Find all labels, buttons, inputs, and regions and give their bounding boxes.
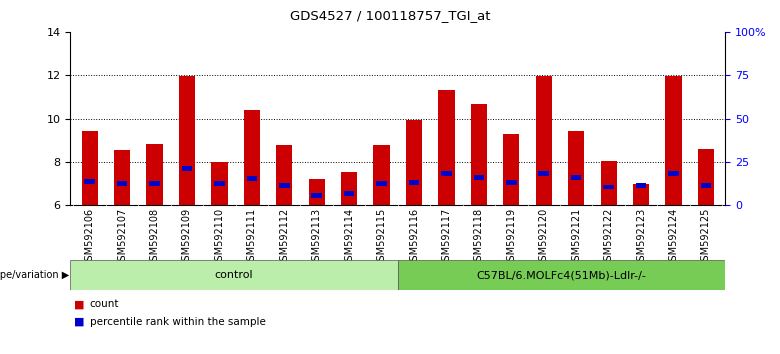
Text: GSM592114: GSM592114	[344, 208, 354, 267]
Bar	[279, 183, 289, 188]
Text: GSM592112: GSM592112	[279, 208, 289, 267]
Text: genotype/variation ▶: genotype/variation ▶	[0, 270, 69, 280]
Text: GSM592119: GSM592119	[506, 208, 516, 267]
Bar	[700, 183, 711, 188]
Text: GSM592117: GSM592117	[441, 208, 452, 267]
Bar	[538, 171, 549, 176]
Text: GSM592120: GSM592120	[539, 208, 549, 267]
Text: GSM592110: GSM592110	[215, 208, 225, 267]
Bar	[374, 144, 390, 205]
Bar	[211, 162, 228, 205]
Text: GSM592106: GSM592106	[85, 208, 94, 267]
Bar	[243, 110, 260, 205]
Bar	[438, 90, 455, 205]
Text: GSM592124: GSM592124	[668, 208, 679, 267]
Bar	[601, 161, 617, 205]
Bar	[503, 134, 519, 205]
Bar	[398, 260, 725, 290]
Bar	[215, 181, 225, 186]
Bar	[506, 180, 516, 185]
Bar	[473, 175, 484, 179]
Text: ■: ■	[74, 299, 84, 309]
Bar	[182, 166, 192, 171]
Bar	[471, 104, 487, 205]
Bar	[276, 144, 292, 205]
Text: GSM592116: GSM592116	[409, 208, 419, 267]
Bar	[114, 150, 130, 205]
Bar	[376, 181, 387, 186]
Text: GSM592118: GSM592118	[474, 208, 484, 267]
Bar	[82, 131, 98, 205]
Bar	[117, 181, 127, 186]
Bar	[246, 176, 257, 181]
Text: GSM592115: GSM592115	[377, 208, 387, 267]
Text: control: control	[215, 270, 254, 280]
Bar	[636, 183, 647, 188]
Bar	[409, 180, 420, 185]
Bar	[665, 76, 682, 205]
Bar	[571, 175, 581, 179]
Text: GSM592121: GSM592121	[571, 208, 581, 267]
Bar	[149, 181, 160, 186]
Bar	[147, 143, 163, 205]
Text: GSM592111: GSM592111	[246, 208, 257, 267]
Bar	[441, 171, 452, 176]
Bar	[179, 76, 195, 205]
Text: GSM592107: GSM592107	[117, 208, 127, 267]
Bar	[344, 191, 354, 196]
Text: ■: ■	[74, 317, 84, 327]
Bar	[604, 184, 614, 189]
Text: GSM592109: GSM592109	[182, 208, 192, 267]
Text: GSM592108: GSM592108	[150, 208, 160, 267]
Bar	[341, 172, 357, 205]
Bar	[70, 260, 398, 290]
Bar	[668, 171, 679, 176]
Text: count: count	[90, 299, 119, 309]
Text: GSM592113: GSM592113	[312, 208, 321, 267]
Bar	[536, 76, 552, 205]
Text: percentile rank within the sample: percentile rank within the sample	[90, 317, 265, 327]
Bar	[311, 193, 322, 198]
Text: C57BL/6.MOLFc4(51Mb)-Ldlr-/-: C57BL/6.MOLFc4(51Mb)-Ldlr-/-	[477, 270, 647, 280]
Bar	[84, 179, 95, 184]
Bar	[568, 131, 584, 205]
Text: GSM592123: GSM592123	[636, 208, 646, 267]
Bar	[698, 149, 714, 205]
Bar	[406, 120, 422, 205]
Text: GSM592122: GSM592122	[604, 208, 614, 267]
Bar	[633, 184, 649, 205]
Text: GDS4527 / 100118757_TGI_at: GDS4527 / 100118757_TGI_at	[289, 9, 491, 22]
Text: GSM592125: GSM592125	[701, 208, 711, 267]
Bar	[309, 179, 324, 205]
